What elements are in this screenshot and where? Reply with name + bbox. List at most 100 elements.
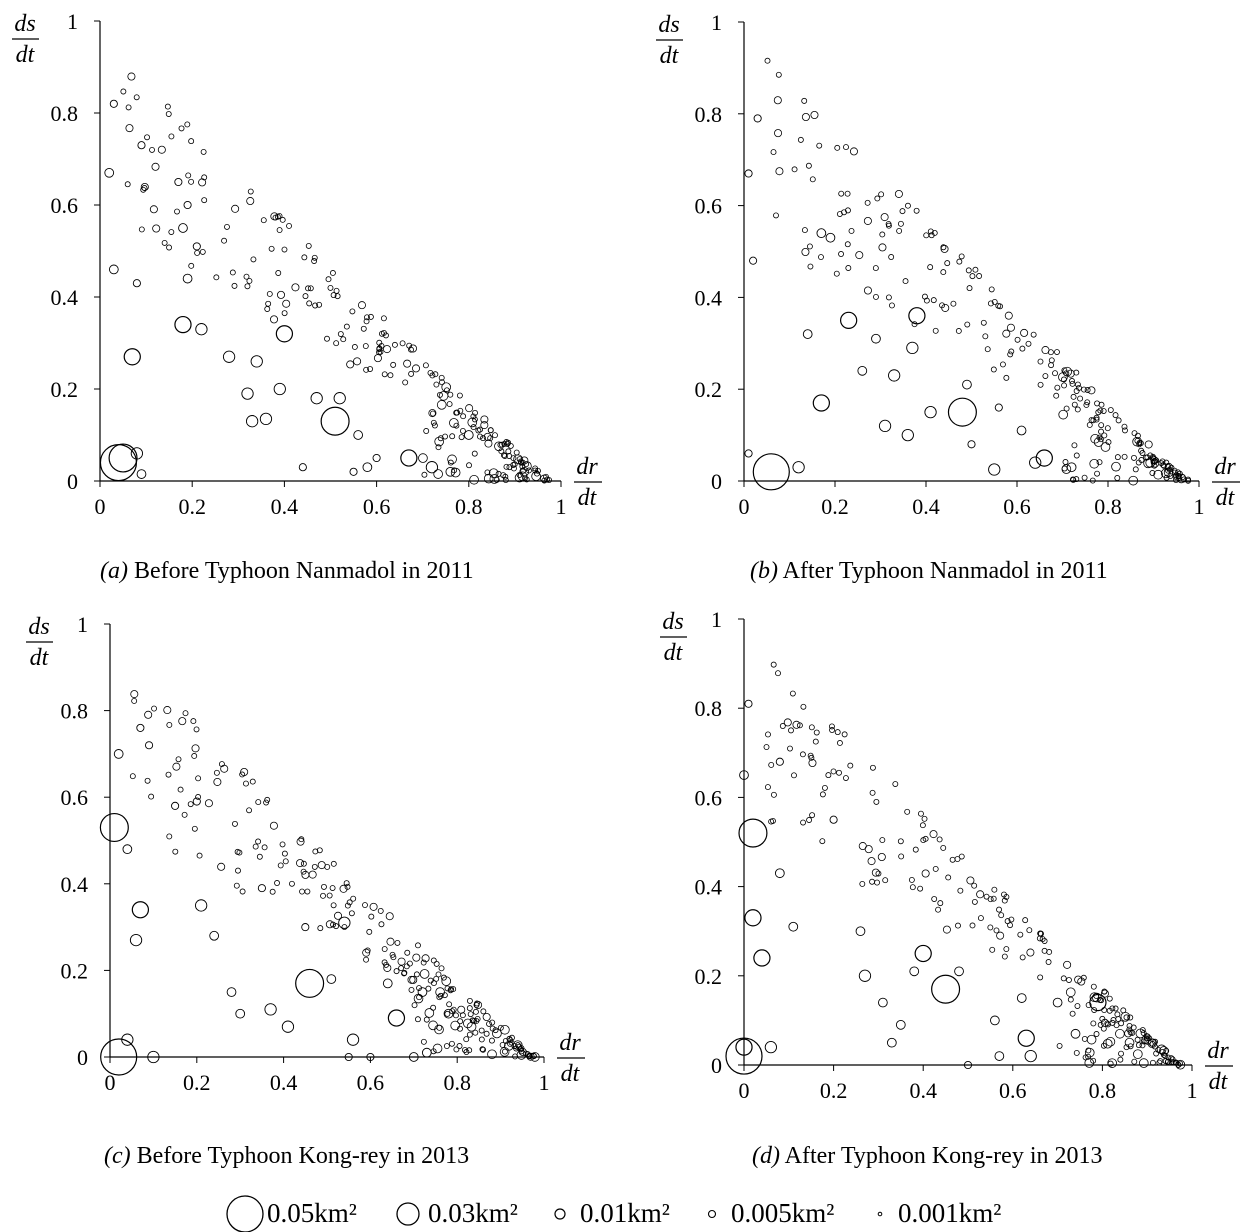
- data-point: [1117, 1056, 1124, 1063]
- data-point: [137, 141, 146, 150]
- x-axis-label: dr dt: [1205, 1038, 1233, 1095]
- data-point: [406, 960, 413, 967]
- data-point: [940, 244, 949, 253]
- data-point: [334, 911, 343, 920]
- x-label-num: dr: [576, 454, 598, 480]
- data-point: [1006, 323, 1015, 332]
- data-point: [321, 883, 327, 890]
- data-point: [341, 924, 348, 931]
- y-label-den: dt: [664, 640, 684, 666]
- data-point: [473, 1002, 480, 1008]
- data-point: [1096, 434, 1103, 441]
- data-point: [456, 392, 463, 399]
- data-point: [333, 340, 340, 347]
- data-point: [1149, 1059, 1156, 1066]
- data-point: [1054, 349, 1060, 355]
- data-point: [166, 833, 173, 840]
- data-point: [408, 346, 414, 353]
- data-point: [507, 1037, 514, 1044]
- data-point: [963, 1060, 973, 1070]
- data-point: [127, 72, 136, 81]
- data-point: [1143, 1036, 1152, 1045]
- data-point: [220, 764, 229, 773]
- data-point: [308, 870, 317, 879]
- data-point: [1169, 1056, 1176, 1063]
- data-point: [461, 1047, 468, 1053]
- data-point: [1003, 946, 1010, 952]
- panel-caption-label: (d): [752, 1143, 780, 1169]
- data-point: [791, 166, 798, 173]
- data-point: [899, 208, 906, 215]
- data-point: [1073, 476, 1080, 483]
- data-point: [809, 812, 816, 819]
- data-point: [182, 710, 189, 717]
- data-point: [232, 820, 238, 827]
- data-point: [243, 273, 250, 280]
- x-tick-label: 1: [556, 494, 567, 519]
- data-point: [333, 287, 340, 294]
- data-point: [1100, 408, 1107, 414]
- data-point: [459, 1012, 466, 1019]
- data-point: [450, 986, 457, 993]
- data-point: [879, 231, 886, 238]
- data-point: [408, 986, 415, 993]
- data-point: [1091, 1007, 1098, 1013]
- data-point: [813, 729, 820, 736]
- data-point: [404, 949, 411, 956]
- data-point: [149, 205, 158, 214]
- data-point: [438, 965, 445, 972]
- data-point: [463, 430, 474, 440]
- data-point: [344, 883, 351, 890]
- legend-label-0.05: 0.05km²: [267, 1198, 357, 1228]
- data-point: [311, 863, 318, 870]
- data-point: [1041, 947, 1048, 954]
- panel-caption-text: After Typhoon Kong-rey in 2013: [780, 1143, 1103, 1169]
- data-point: [1002, 329, 1011, 338]
- data-point: [282, 858, 289, 865]
- data-point: [231, 204, 240, 213]
- data-point: [892, 781, 899, 787]
- data-point: [1136, 441, 1143, 448]
- data-point: [408, 370, 415, 377]
- data-point: [1048, 357, 1055, 364]
- data-point: [187, 801, 194, 808]
- data-point: [1173, 472, 1180, 479]
- data-point: [166, 244, 173, 251]
- data-point: [1139, 1027, 1146, 1033]
- data-point: [222, 350, 236, 363]
- data-point: [194, 899, 208, 912]
- data-point: [1073, 452, 1080, 459]
- data-point: [246, 807, 253, 814]
- data-point: [397, 957, 406, 966]
- data-point: [845, 265, 852, 271]
- data-point: [967, 440, 976, 449]
- data-point: [516, 471, 523, 478]
- data-point: [304, 888, 311, 895]
- data-point: [300, 868, 307, 875]
- data-point: [433, 381, 440, 388]
- data-point: [400, 449, 418, 467]
- x-tick-label: 0.8: [455, 494, 483, 519]
- data-point: [1081, 1036, 1088, 1042]
- data-point: [935, 906, 942, 913]
- data-point: [457, 1018, 464, 1025]
- data-point: [471, 1017, 478, 1024]
- data-point: [453, 422, 460, 429]
- data-point: [520, 467, 527, 474]
- data-point: [213, 769, 220, 776]
- data-point: [472, 409, 478, 416]
- y-tick-label: 0: [711, 469, 722, 494]
- data-point: [398, 965, 405, 972]
- data-point: [855, 926, 866, 937]
- data-point: [431, 422, 438, 429]
- data-point: [983, 893, 990, 900]
- data-point: [458, 434, 465, 441]
- panel-b: 0 0.2 0.4 0.6 0.8 1 0 0.2 0.4 0.6 0.8 1 ds dt dr dt (b) …: [656, 10, 1240, 584]
- y-tick-label: 0.8: [695, 696, 723, 721]
- data-point: [1008, 916, 1015, 923]
- data-point: [1114, 1011, 1121, 1018]
- data-point: [1095, 409, 1102, 416]
- data-point: [295, 968, 325, 998]
- y-tick-label: 0: [711, 1053, 722, 1078]
- data-point: [324, 335, 330, 342]
